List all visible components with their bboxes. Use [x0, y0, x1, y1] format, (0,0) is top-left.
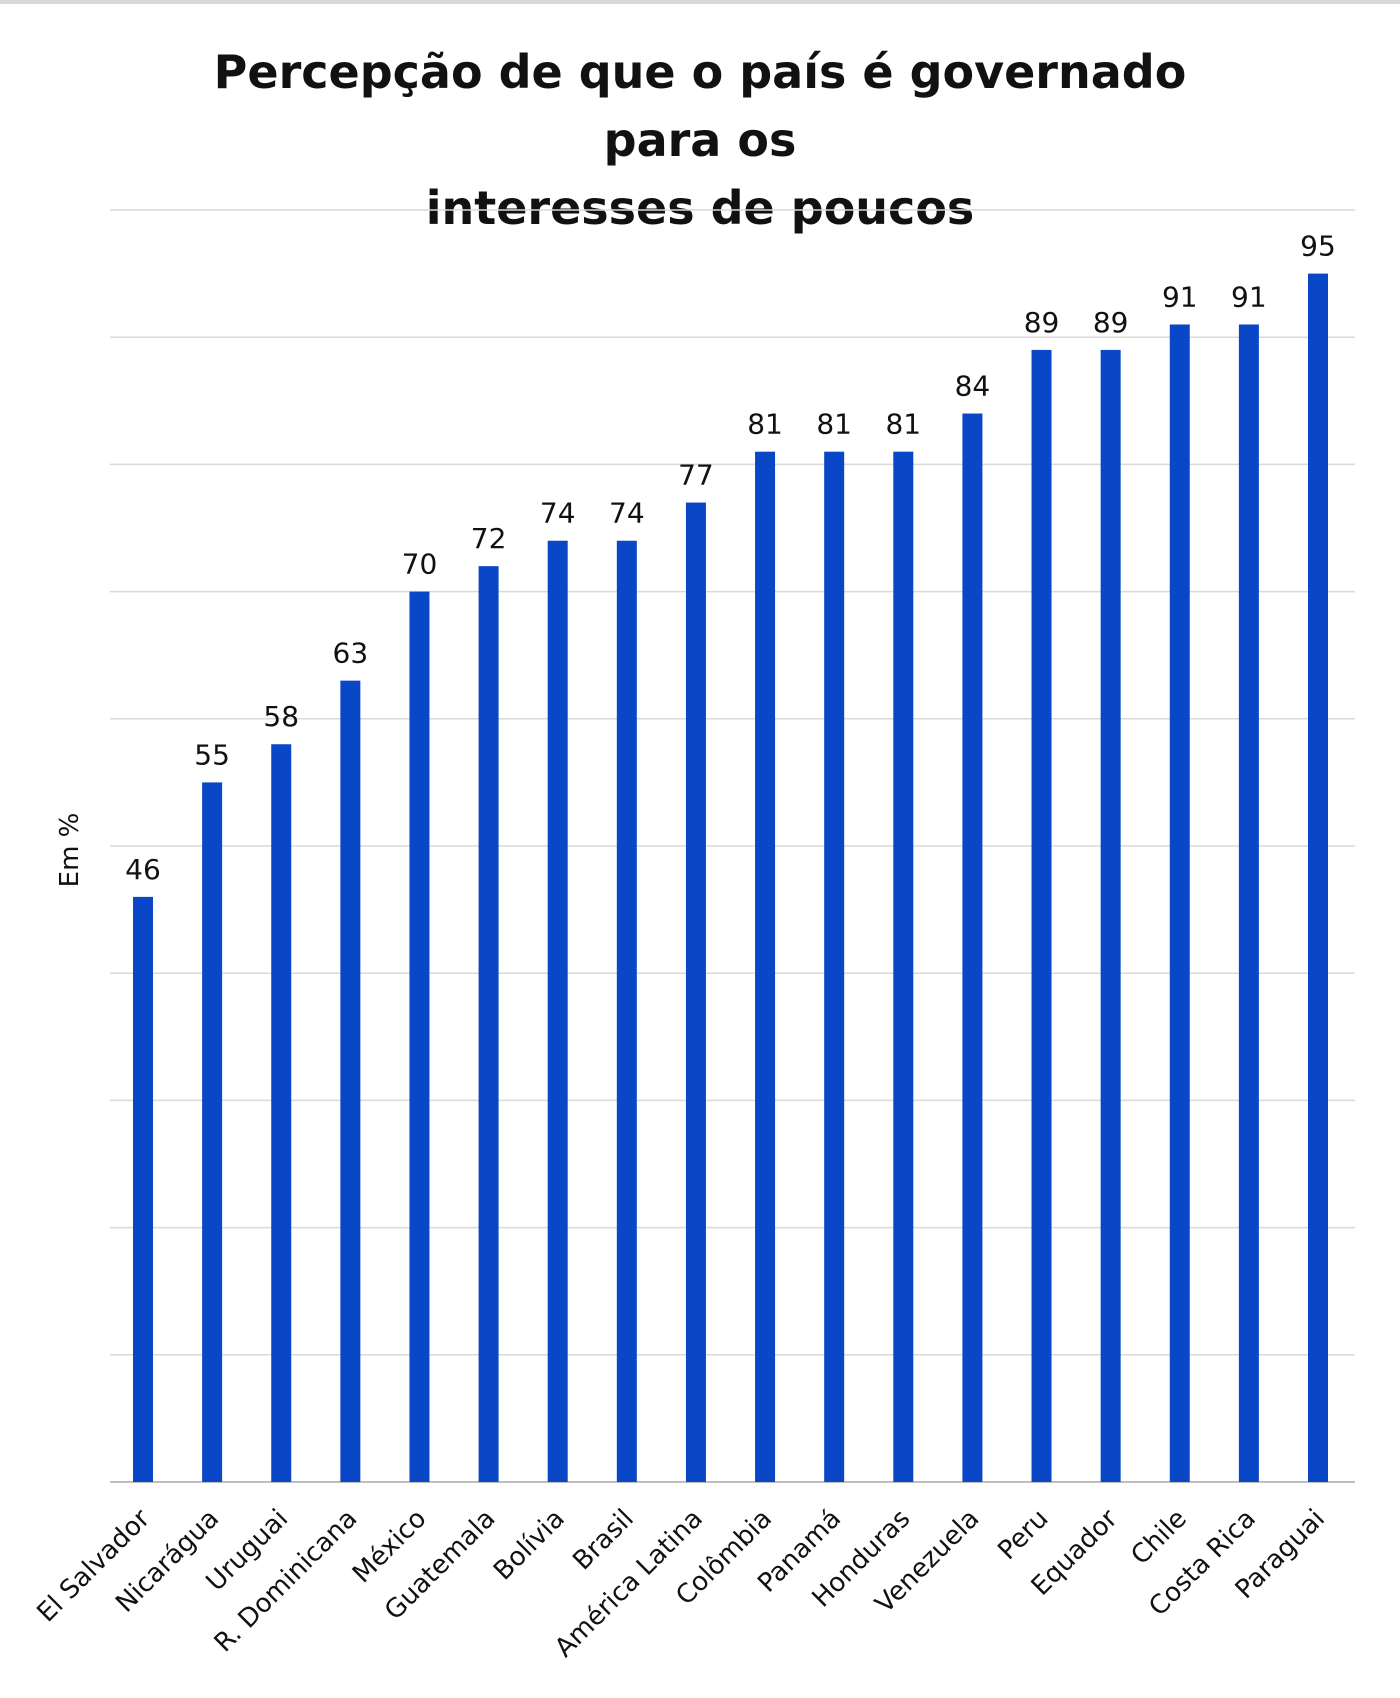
category-label: Bolívia: [488, 1504, 571, 1587]
bar: [685, 502, 706, 1482]
chart-title: Percepção de que o país é governado para…: [150, 38, 1250, 242]
data-label: 89: [1093, 306, 1129, 339]
data-label: 63: [333, 637, 369, 670]
data-label: 74: [540, 497, 576, 530]
bar: [1308, 273, 1328, 1483]
bar: [755, 451, 776, 1483]
data-label: 91: [1162, 280, 1198, 313]
bar: [1031, 349, 1052, 1482]
data-label: 81: [747, 408, 783, 441]
bar: [271, 744, 292, 1482]
chart-title-line-1: Percepção de que o país é governado para…: [213, 45, 1187, 167]
bar: [133, 896, 153, 1482]
bar: [547, 540, 568, 1482]
data-label: 58: [263, 700, 299, 733]
data-label: 77: [678, 459, 714, 492]
bar: [1100, 349, 1121, 1482]
bar: [616, 540, 637, 1482]
chart-title-line-2: interesses de poucos: [425, 181, 975, 235]
top-border: [0, 0, 1400, 4]
data-label: 89: [1024, 306, 1060, 339]
bar: [340, 680, 361, 1482]
data-label: 72: [471, 522, 507, 555]
bar: [1238, 324, 1259, 1483]
bar: [409, 591, 430, 1482]
bar: [893, 451, 914, 1483]
gridlines: [110, 209, 1355, 1483]
data-label: 81: [885, 408, 921, 441]
bar: [824, 451, 845, 1483]
data-label: 55: [194, 738, 230, 771]
data-label: 74: [609, 497, 645, 530]
data-label: 91: [1231, 280, 1267, 313]
value-labels: 46 55 58 63 70 72 74 74 77 81 81 81 84 89 89 91 91 95: [125, 230, 1336, 886]
data-label: 46: [125, 853, 161, 886]
bar: [478, 566, 499, 1482]
bar: [202, 782, 223, 1482]
bar: [1169, 324, 1190, 1483]
y-axis-label: Em %: [55, 813, 85, 888]
data-label: 95: [1300, 230, 1336, 263]
bars: [133, 273, 1328, 1483]
category-label: Peru: [992, 1504, 1054, 1566]
bar: [962, 413, 983, 1482]
data-label: 84: [955, 370, 991, 403]
data-label: 81: [816, 408, 852, 441]
data-label: 70: [402, 548, 438, 581]
